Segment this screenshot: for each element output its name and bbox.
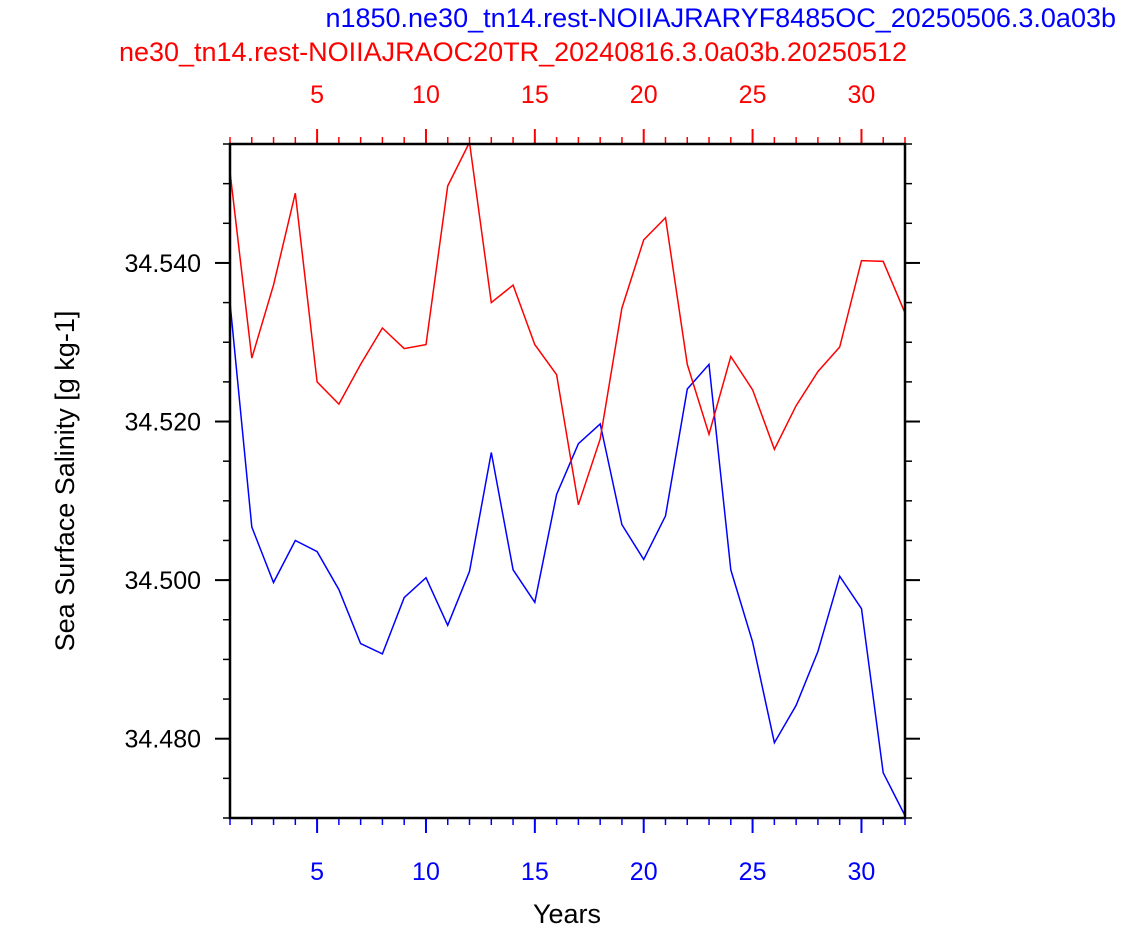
x-tick-label: 10 bbox=[412, 858, 440, 886]
y-tick-label: 34.520 bbox=[125, 409, 201, 437]
top-x-tick-label: 20 bbox=[630, 81, 658, 109]
title-blue-run: n1850.ne30_tn14.rest-NOIIAJRARYF8485OC_2… bbox=[325, 3, 1116, 33]
top-x-tick-label: 10 bbox=[412, 81, 440, 109]
x-tick-label: 15 bbox=[521, 858, 549, 886]
series-line-1 bbox=[230, 144, 905, 506]
y-tick-label: 34.480 bbox=[125, 726, 201, 754]
y-tick-label: 34.540 bbox=[125, 250, 201, 278]
top-x-tick-label: 15 bbox=[521, 81, 549, 109]
x-axis-title: Years bbox=[533, 899, 601, 929]
top-x-tick-label: 5 bbox=[310, 81, 324, 109]
x-tick-label: 5 bbox=[310, 858, 324, 886]
title-red-run: ne30_tn14.rest-NOIIAJRAOC20TR_20240816.3… bbox=[119, 37, 907, 67]
x-tick-label: 25 bbox=[739, 858, 767, 886]
series-layer bbox=[230, 144, 905, 816]
top-x-tick-label: 30 bbox=[848, 81, 876, 109]
x-tick-label: 30 bbox=[848, 858, 876, 886]
top-x-tick-label: 25 bbox=[739, 81, 767, 109]
ticks-layer bbox=[215, 129, 920, 833]
x-tick-label: 20 bbox=[630, 858, 658, 886]
tick-labels-layer: 5 10 15 20 25 30 5 10 15 20 25 30 34.480 34.500 34.520… bbox=[125, 81, 876, 886]
series-line-0 bbox=[230, 302, 905, 816]
plot-frame bbox=[228, 142, 907, 820]
y-axis-title: Sea Surface Salinity [g kg-1] bbox=[50, 311, 80, 652]
y-tick-label: 34.500 bbox=[125, 567, 201, 595]
